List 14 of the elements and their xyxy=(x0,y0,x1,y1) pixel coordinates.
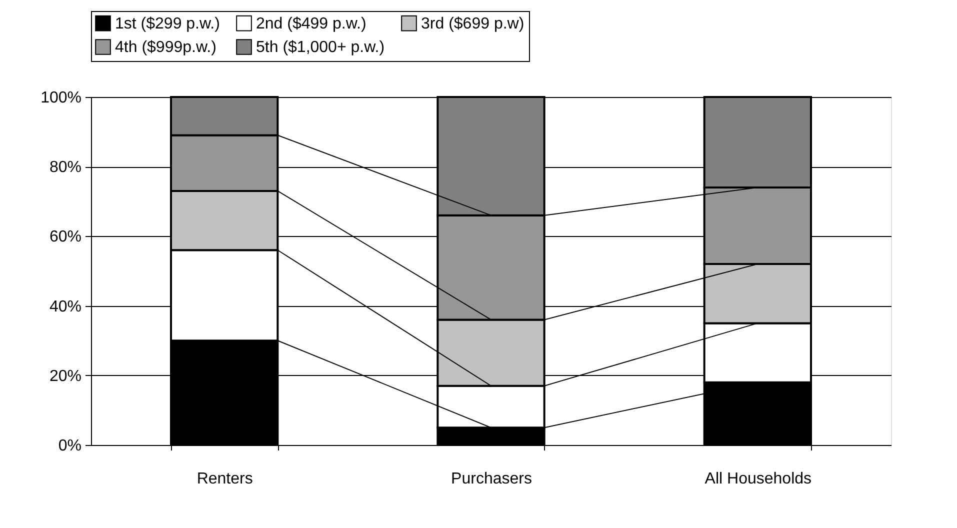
y-tick-label: 0% xyxy=(58,438,82,454)
legend-label: 5th ($1,000+ p.w.) xyxy=(256,39,385,56)
y-tick-label: 20% xyxy=(49,368,82,385)
y-tick-label: 80% xyxy=(49,159,82,176)
y-tick-label: 60% xyxy=(49,228,82,246)
legend-label: 4th ($999p.w.) xyxy=(115,39,216,56)
legend-label: 1st ($299 p.w.) xyxy=(115,15,220,32)
y-tick-label: 40% xyxy=(49,298,82,316)
legend-label: 3rd ($699 p.w) xyxy=(421,15,524,32)
x-tick-label: Purchasers xyxy=(451,470,532,488)
x-tick-label: Renters xyxy=(196,470,253,488)
legend-label: 2nd ($499 p.w.) xyxy=(256,15,366,32)
x-tick-label: All Households xyxy=(704,470,812,488)
y-tick-label: 100% xyxy=(40,90,82,106)
